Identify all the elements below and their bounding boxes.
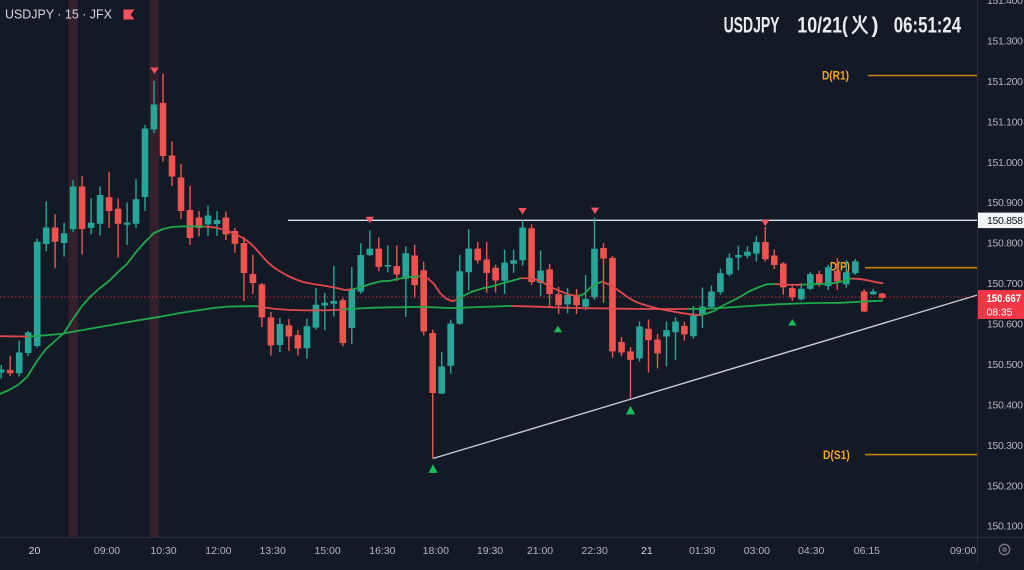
svg-text:12:00: 12:00 [205, 545, 231, 557]
svg-text:13:30: 13:30 [260, 545, 286, 557]
svg-text:D(S1): D(S1) [823, 450, 850, 462]
svg-text:20: 20 [29, 545, 41, 557]
svg-text:21: 21 [641, 545, 653, 557]
svg-text:151.200: 151.200 [987, 76, 1023, 88]
svg-text:150.600: 150.600 [987, 319, 1023, 331]
svg-text:150.700: 150.700 [987, 278, 1023, 290]
svg-text:150.200: 150.200 [987, 480, 1023, 492]
svg-text:150.667: 150.667 [987, 293, 1022, 305]
svg-text:09:00: 09:00 [950, 545, 976, 557]
svg-text:151.400: 151.400 [987, 0, 1023, 7]
svg-text:08:35: 08:35 [987, 306, 1013, 318]
svg-text:150.858: 150.858 [987, 215, 1023, 227]
svg-text:19:30: 19:30 [477, 545, 503, 557]
svg-text:21:00: 21:00 [527, 545, 553, 557]
svg-text:22:30: 22:30 [582, 545, 608, 557]
svg-text:D(P): D(P) [830, 262, 850, 274]
svg-text:150.500: 150.500 [987, 359, 1023, 371]
svg-text:10/21(: 10/21( [797, 13, 848, 38]
svg-text:150.800: 150.800 [987, 238, 1023, 250]
svg-text:151.300: 151.300 [987, 36, 1023, 48]
svg-text:10:30: 10:30 [150, 545, 176, 557]
svg-text:151.000: 151.000 [987, 157, 1023, 169]
svg-text:16:30: 16:30 [369, 545, 395, 557]
svg-text:01:30: 01:30 [689, 545, 715, 557]
svg-text:150.900: 150.900 [987, 197, 1023, 209]
svg-text:150.300: 150.300 [987, 440, 1023, 452]
svg-text:USDJPY: USDJPY [724, 13, 780, 38]
svg-text:18:00: 18:00 [423, 545, 449, 557]
svg-text:USDJPY · 15 · JFX: USDJPY · 15 · JFX [5, 7, 112, 22]
svg-text:15:00: 15:00 [314, 545, 340, 557]
svg-text:D(R1): D(R1) [822, 71, 849, 83]
svg-text:150.100: 150.100 [987, 521, 1023, 533]
svg-text:150.400: 150.400 [987, 399, 1023, 411]
svg-text:04:30: 04:30 [798, 545, 824, 557]
svg-text:06:51:24: 06:51:24 [894, 13, 962, 38]
svg-text:09:00: 09:00 [94, 545, 120, 557]
svg-text:): ) [872, 13, 879, 38]
svg-text:03:00: 03:00 [744, 545, 770, 557]
svg-text:151.100: 151.100 [987, 116, 1023, 128]
svg-text:06:15: 06:15 [854, 545, 880, 557]
